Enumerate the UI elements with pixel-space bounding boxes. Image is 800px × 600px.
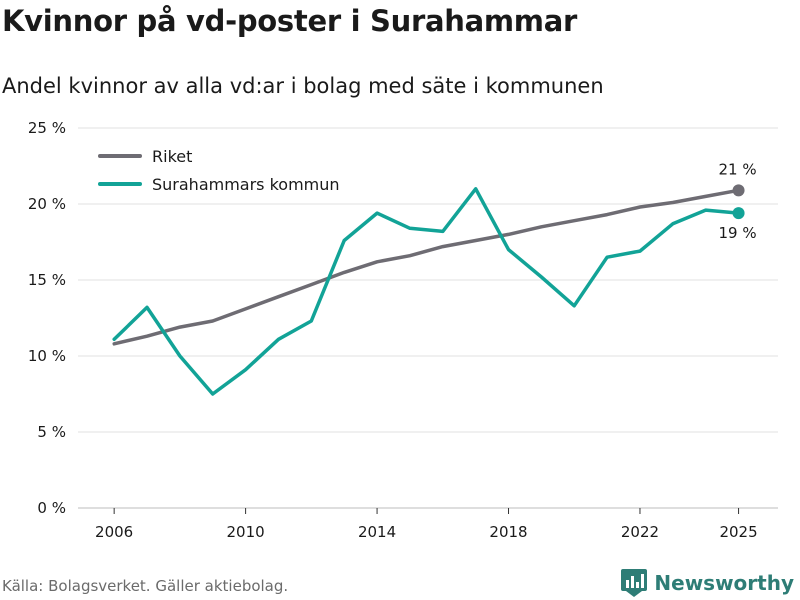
source-note: Källa: Bolagsverket. Gäller aktiebolag. [2,577,289,595]
y-tick-label: 25 % [28,119,66,137]
series-end-label: 21 % [719,160,757,178]
legend-label: Riket [152,147,192,166]
x-tick-label: 2022 [621,523,659,541]
series-lines: 21 % 19 % [112,160,757,396]
brand-logo: Newsworthy [620,568,794,598]
x-tick-label: 2014 [358,523,396,541]
x-tick-label: 2006 [95,523,133,541]
y-axis: 0 % 5 % 10 % 15 % 20 % 25 % [28,119,66,517]
series-end-label: 19 % [719,224,757,242]
brand-name: Newsworthy [654,571,794,595]
chart-title: Kvinnor på vd-poster i Surahammar [2,4,577,38]
x-tick-label: 2018 [489,523,527,541]
y-tick-label: 0 % [37,499,66,517]
y-tick-label: 20 % [28,195,66,213]
y-tick-label: 5 % [37,423,66,441]
x-axis: 2006 2010 2014 2018 2022 2025 [95,508,758,541]
y-tick-label: 15 % [28,271,66,289]
x-tick-label: 2025 [719,523,757,541]
series-end-point [732,184,745,197]
gridlines [78,127,778,509]
series-line-surahammar [112,187,741,396]
x-tick-label: 2010 [227,523,265,541]
series-line-riket [112,188,741,346]
legend: Riket Surahammars kommun [98,147,340,194]
y-tick-label: 10 % [28,347,66,365]
series-end-point [732,207,745,220]
legend-label: Surahammars kommun [152,175,340,194]
newsworthy-logo-icon [621,569,648,597]
chart-subtitle: Andel kvinnor av alla vd:ar i bolag med … [2,74,604,98]
